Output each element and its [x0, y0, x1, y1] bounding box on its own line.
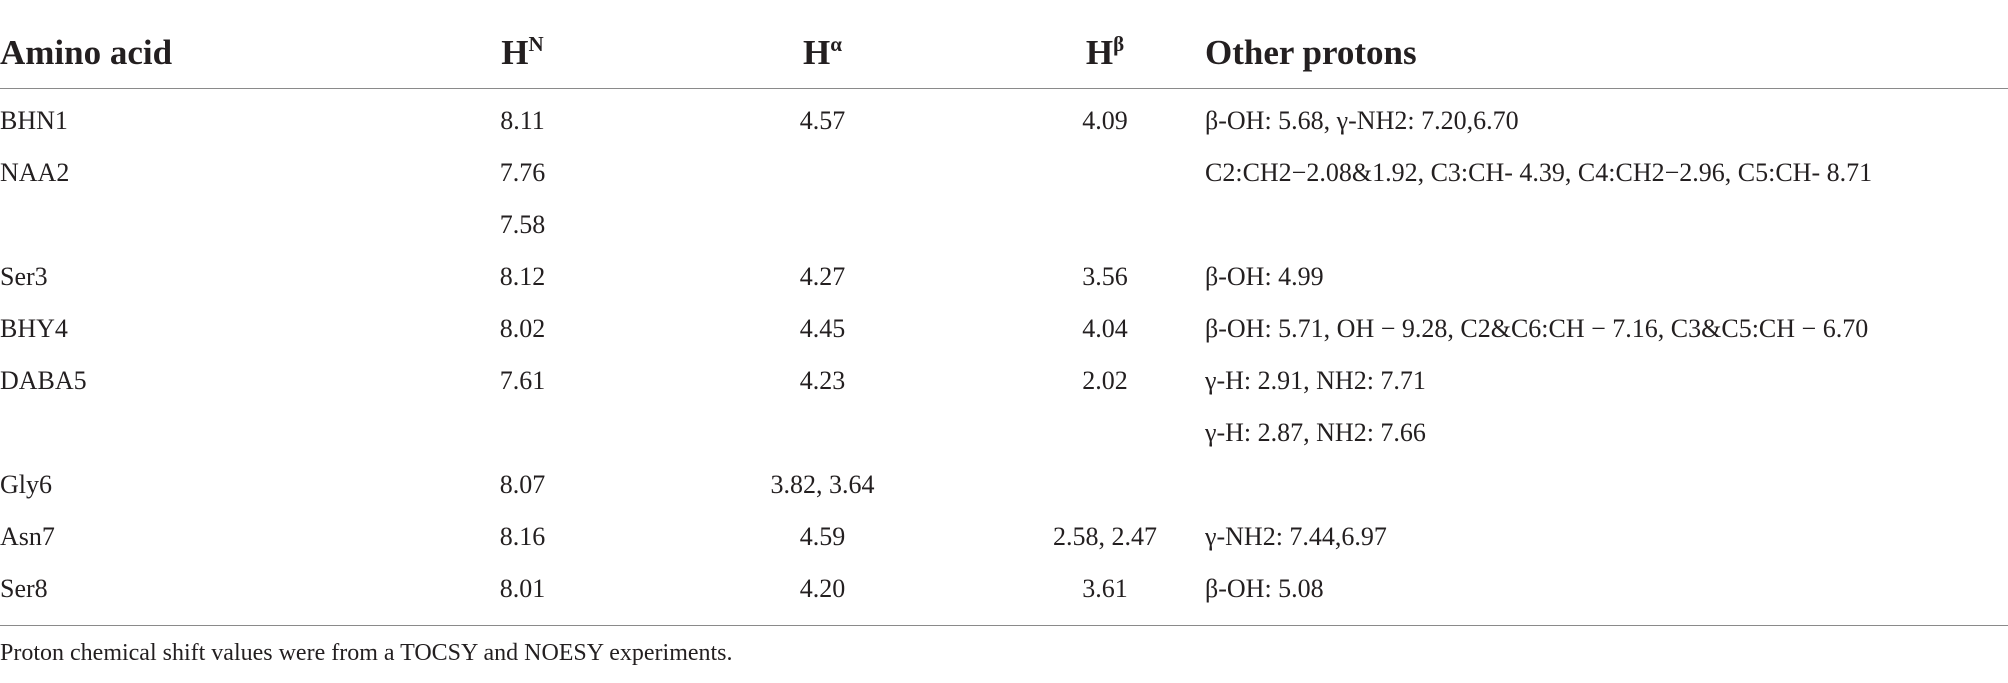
cell-other-protons: C2:CH2−2.08&1.92, C3:CH- 4.39, C4:CH2−2.… [1205, 158, 1873, 187]
header-h-n-superscript: N [528, 32, 544, 56]
cell-h-beta [1005, 199, 1205, 251]
cell-amino-acid: BHY4 [0, 314, 68, 343]
header-h-beta: Hβ [1005, 18, 1205, 89]
cell-amino-acid: Gly6 [0, 470, 52, 499]
table-row: 7.58 [0, 199, 2008, 251]
table-footnote: Proton chemical shift values were from a… [0, 640, 733, 666]
cell-amino-acid: NAA2 [0, 158, 70, 187]
cell-other-protons [1205, 199, 2008, 251]
table-row: γ-H: 2.87, NH2: 7.66 [0, 407, 2008, 459]
cell-h-n [405, 407, 640, 459]
cell-h-n: 8.11 [500, 106, 545, 135]
table-row: DABA5 7.61 4.23 2.02 γ-H: 2.91, NH2: 7.71 [0, 355, 2008, 407]
table-row: Gly6 8.07 3.82, 3.64 [0, 459, 2008, 511]
cell-h-beta: 3.56 [1082, 262, 1128, 291]
cell-h-alpha: 3.82, 3.64 [770, 470, 875, 499]
cell-h-n: 7.76 [499, 158, 546, 187]
cell-h-n: 8.07 [499, 470, 546, 499]
cell-other-protons: β-OH: 4.99 [1205, 262, 1324, 291]
table-body: BHN1 8.11 4.57 4.09 β-OH: 5.68, γ-NH2: 7.20,… [0, 89, 2008, 626]
table-row: BHY4 8.02 4.45 4.04 β-OH: 5.71, OH − 9.28, C… [0, 303, 2008, 355]
header-h-alpha-base: H [803, 33, 831, 72]
cell-h-n: 8.02 [499, 314, 546, 343]
cell-amino-acid: Ser8 [0, 563, 405, 626]
table-row: NAA2 7.76 C2:CH2−2.08&1.92, C3:CH- 4.39, C… [0, 147, 2008, 199]
table-row: Asn7 8.16 4.59 2.58, 2.47 γ-NH2: 7.44,6.97 [0, 511, 2008, 563]
cell-h-n: 7.61 [499, 366, 546, 395]
cell-amino-acid [0, 407, 405, 459]
cell-amino-acid: BHN1 [0, 106, 68, 135]
cell-other-protons [1205, 459, 2008, 511]
cell-h-beta: 4.09 [1082, 106, 1128, 135]
table-header: Amino acid HN Hα Hβ Other protons [0, 18, 2008, 89]
cell-other-protons: β-OH: 5.71, OH − 9.28, C2&C6:CH − 7.16, … [1205, 314, 1869, 343]
cell-h-alpha: 4.23 [799, 366, 846, 395]
cell-amino-acid: DABA5 [0, 366, 87, 395]
header-h-alpha: Hα [640, 18, 1005, 89]
cell-other-protons: β-OH: 5.68, γ-NH2: 7.20,6.70 [1205, 106, 1519, 135]
cell-h-alpha: 4.27 [799, 262, 846, 291]
cell-h-beta [1005, 147, 1205, 199]
table-row: Ser8 8.01 4.20 3.61 β-OH: 5.08 [0, 563, 2008, 626]
cell-h-alpha [640, 407, 1005, 459]
cell-h-n: 7.58 [499, 210, 546, 239]
chemical-shift-table-container: Amino acid HN Hα Hβ Other protons BHN1 8.… [0, 18, 2008, 626]
cell-other-protons: β-OH: 5.08 [1205, 563, 2008, 626]
cell-amino-acid: Ser3 [0, 262, 48, 291]
table-row: Ser3 8.12 4.27 3.56 β-OH: 4.99 [0, 251, 2008, 303]
cell-h-beta: 3.61 [1005, 563, 1205, 626]
header-h-beta-base: H [1085, 33, 1114, 72]
cell-h-alpha: 4.45 [799, 314, 846, 343]
cell-h-alpha: 4.20 [640, 563, 1005, 626]
cell-amino-acid [0, 199, 405, 251]
cell-h-beta [1005, 459, 1205, 511]
cell-other-protons: γ-H: 2.91, NH2: 7.71 [1205, 366, 1426, 395]
cell-h-alpha [640, 147, 1005, 199]
chemical-shift-table: Amino acid HN Hα Hβ Other protons BHN1 8.… [0, 18, 2008, 626]
cell-other-protons: γ-H: 2.87, NH2: 7.66 [1205, 418, 1426, 447]
header-amino-acid: Amino acid [0, 18, 405, 89]
header-other-protons: Other protons [1205, 18, 2008, 89]
cell-h-alpha: 4.59 [799, 522, 846, 551]
header-h-n: HN [405, 18, 640, 89]
table-row: BHN1 8.11 4.57 4.09 β-OH: 5.68, γ-NH2: 7.20,… [0, 89, 2008, 148]
cell-h-alpha [640, 199, 1005, 251]
header-other-protons-label: Other protons [1205, 33, 1417, 72]
header-h-n-base: H [501, 33, 529, 72]
cell-h-n: 8.16 [499, 522, 546, 551]
header-h-beta-superscript: β [1113, 32, 1125, 56]
cell-other-protons: γ-NH2: 7.44,6.97 [1205, 522, 1387, 551]
cell-h-beta: 2.02 [1082, 366, 1128, 395]
cell-amino-acid: Asn7 [0, 522, 55, 551]
cell-h-beta [1005, 407, 1205, 459]
cell-h-n: 8.12 [499, 262, 546, 291]
cell-h-beta: 4.04 [1082, 314, 1128, 343]
header-h-alpha-superscript: α [830, 32, 842, 56]
header-row: Amino acid HN Hα Hβ Other protons [0, 18, 2008, 89]
cell-h-beta: 2.58, 2.47 [1053, 522, 1157, 551]
cell-h-alpha: 4.57 [799, 106, 846, 135]
header-amino-acid-label: Amino acid [0, 33, 173, 72]
cell-h-n: 8.01 [405, 563, 640, 626]
